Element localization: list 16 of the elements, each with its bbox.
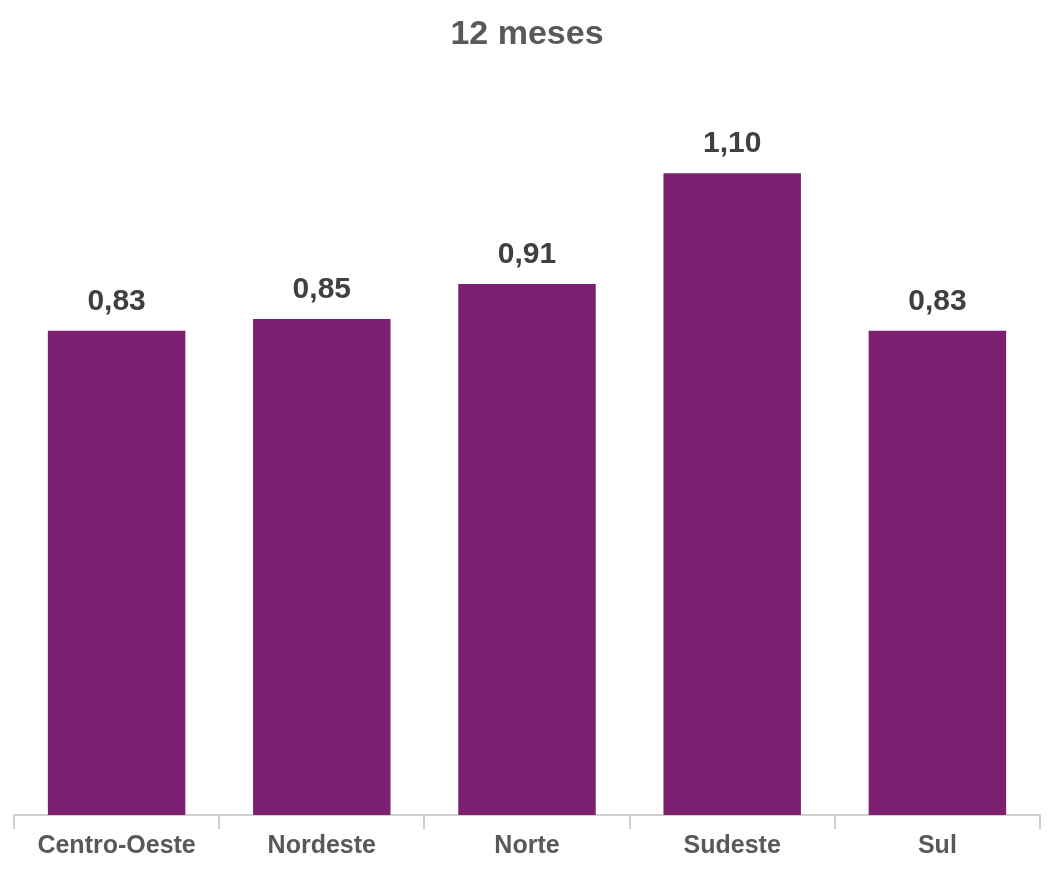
data-label: 0,83	[87, 282, 146, 316]
data-label: 0,85	[292, 271, 351, 305]
data-label: 1,10	[703, 125, 762, 159]
x-tick-label: Sul	[917, 829, 957, 858]
data-label: 0,83	[908, 282, 967, 316]
x-tick-label: Nordeste	[267, 829, 377, 858]
chart-title: 12 meses	[450, 12, 604, 51]
bar	[663, 173, 801, 815]
data-label: 0,91	[497, 236, 557, 270]
bar	[458, 284, 596, 815]
bar	[253, 319, 391, 815]
x-tick-label: Sudeste	[683, 829, 781, 858]
bar	[868, 330, 1007, 815]
x-tick-label: Norte	[494, 829, 560, 858]
x-tick-label: Centro-Oeste	[37, 829, 196, 858]
bar	[47, 330, 186, 815]
